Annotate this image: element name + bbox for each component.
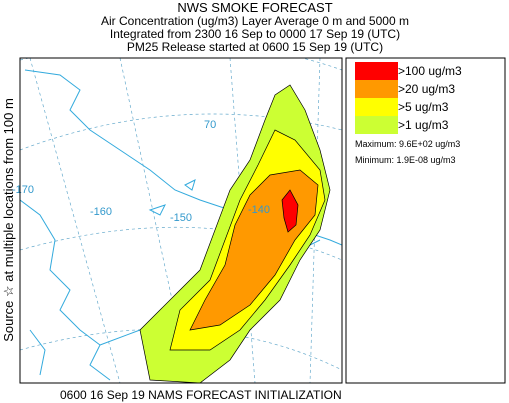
legend-minimum: Minimum: 1.9E-08 ug/m3 bbox=[355, 155, 456, 165]
title: NWS SMOKE FORECAST bbox=[177, 0, 332, 15]
legend-frame bbox=[345, 57, 506, 384]
subtitle: Integrated from 2300 16 Sep to 0000 17 S… bbox=[110, 27, 400, 41]
graticule-labels: -170 -160 -150 -140 70 bbox=[12, 119, 270, 224]
side-label: Source ☆ at multiple locations from 100 … bbox=[1, 98, 16, 342]
legend-label: >20 ug/m3 bbox=[398, 82, 455, 96]
subtitle: PM25 Release started at 0600 15 Sep 19 (… bbox=[127, 40, 383, 54]
graticule-label: -140 bbox=[248, 204, 270, 216]
graticule-label: -160 bbox=[90, 206, 112, 218]
graticule-label: -150 bbox=[170, 212, 192, 224]
legend-label: >1 ug/m3 bbox=[398, 118, 449, 132]
map-frame bbox=[19, 57, 343, 384]
legend-label: >100 ug/m3 bbox=[398, 64, 462, 78]
legend-swatch bbox=[355, 116, 398, 134]
graticule-label: -170 bbox=[12, 184, 34, 196]
legend-label: >5 ug/m3 bbox=[398, 100, 449, 114]
legend-swatch bbox=[355, 80, 398, 98]
legend-swatch bbox=[355, 62, 398, 80]
graticule-label: 70 bbox=[204, 119, 216, 131]
legend-maximum: Maximum: 9.6E+02 ug/m3 bbox=[355, 139, 460, 149]
map bbox=[20, 58, 342, 383]
legend-swatch bbox=[355, 98, 398, 116]
legend: >100 ug/m3 >20 ug/m3 >5 ug/m3 >1 ug/m3 bbox=[355, 62, 462, 134]
subtitle: Air Concentration (ug/m3) Layer Average … bbox=[101, 14, 409, 28]
footer: 0600 16 Sep 19 NAMS FORECAST INITIALIZAT… bbox=[60, 388, 342, 402]
